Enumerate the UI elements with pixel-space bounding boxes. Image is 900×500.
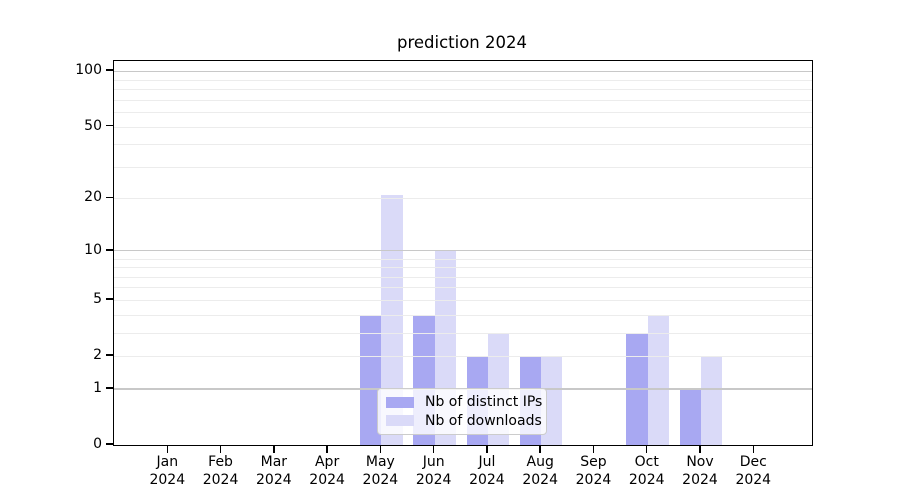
x-tick-label-feb: Feb 2024 xyxy=(202,454,239,488)
x-tick-jul xyxy=(486,445,488,453)
legend-label-downloads: Nb of downloads xyxy=(425,412,542,429)
bar-downloads-may xyxy=(381,194,403,445)
y-tick-1 xyxy=(106,387,113,389)
minor-gridline-6 xyxy=(114,287,812,289)
minor-gridline-30 xyxy=(114,166,812,168)
x-tick-jan xyxy=(166,445,169,453)
y-tick-label-5: 5 xyxy=(93,290,102,307)
legend-swatch-distinct-ips xyxy=(386,397,414,408)
minor-gridline-20 xyxy=(114,198,812,200)
y-tick-label-0: 0 xyxy=(93,436,102,452)
x-tick-nov xyxy=(699,445,701,453)
x-tick-label-apr: Apr 2024 xyxy=(309,454,345,488)
bar-downloads-nov xyxy=(701,356,723,445)
y-tick-label-100: 100 xyxy=(75,62,102,79)
minor-gridline-5 xyxy=(114,299,812,301)
minor-gridline-40 xyxy=(114,144,812,146)
x-tick-label-jul: Jul 2024 xyxy=(469,454,505,488)
x-tick-label-mar: Mar 2024 xyxy=(256,454,292,488)
legend-swatch-downloads xyxy=(386,415,414,426)
minor-gridline-50 xyxy=(114,126,812,128)
legend-label-distinct-ips: Nb of distinct IPs xyxy=(425,394,543,411)
x-tick-dec xyxy=(752,445,755,453)
y-tick-label-2: 2 xyxy=(93,347,102,364)
x-tick-jun xyxy=(432,445,435,453)
y-tick-0 xyxy=(106,443,113,445)
y-tick-label-10: 10 xyxy=(84,241,102,258)
x-tick-mar xyxy=(273,445,275,453)
plot-area xyxy=(113,60,813,446)
legend-item-distinct-ips: Nb of distinct IPs xyxy=(386,395,542,409)
minor-gridline-80 xyxy=(114,89,812,91)
grid-layer xyxy=(114,61,812,445)
y-tick-50 xyxy=(106,124,113,127)
y-tick-2 xyxy=(106,354,113,356)
bar-distinct-ips-nov xyxy=(679,388,701,445)
minor-gridline-9 xyxy=(114,258,812,260)
y-tick-10 xyxy=(106,249,113,251)
x-tick-oct xyxy=(645,445,648,453)
minor-gridline-70 xyxy=(114,99,812,101)
x-tick-label-dec: Dec 2024 xyxy=(735,454,772,488)
x-tick-label-jun: Jun 2024 xyxy=(415,454,452,488)
x-tick-label-aug: Aug 2024 xyxy=(522,454,558,488)
minor-gridline-2 xyxy=(114,356,812,358)
major-gridline-10 xyxy=(114,250,812,252)
minor-gridline-90 xyxy=(114,79,812,81)
x-tick-label-sep: Sep 2024 xyxy=(575,454,612,488)
minor-gridline-4 xyxy=(114,314,812,316)
bar-downloads-oct xyxy=(647,314,670,445)
minor-gridline-7 xyxy=(114,276,812,278)
x-tick-aug xyxy=(539,445,541,453)
x-tick-may xyxy=(379,445,382,453)
minor-gridline-8 xyxy=(114,267,812,269)
chart-title: prediction 2024 xyxy=(396,33,528,52)
x-tick-label-oct: Oct 2024 xyxy=(628,454,665,488)
x-tick-label-jan: Jan 2024 xyxy=(149,454,186,488)
minor-gridline-60 xyxy=(114,112,812,114)
y-tick-100 xyxy=(106,69,113,71)
legend: Nb of distinct IPs Nb of downloads xyxy=(377,388,547,435)
bar-distinct-ips-may xyxy=(360,314,382,445)
legend-item-downloads: Nb of downloads xyxy=(386,414,542,428)
minor-gridline-3 xyxy=(114,332,812,334)
y-tick-20 xyxy=(106,196,113,199)
x-tick-label-nov: Nov 2024 xyxy=(682,454,718,488)
y-tick-5 xyxy=(106,298,113,300)
y-tick-label-20: 20 xyxy=(84,189,102,206)
x-tick-apr xyxy=(326,445,328,453)
x-tick-sep xyxy=(592,445,595,453)
y-tick-label-1: 1 xyxy=(93,379,102,396)
major-gridline-100 xyxy=(114,70,812,72)
x-tick-label-may: May 2024 xyxy=(362,454,399,488)
x-tick-feb xyxy=(219,445,222,453)
y-tick-label-50: 50 xyxy=(84,117,102,134)
